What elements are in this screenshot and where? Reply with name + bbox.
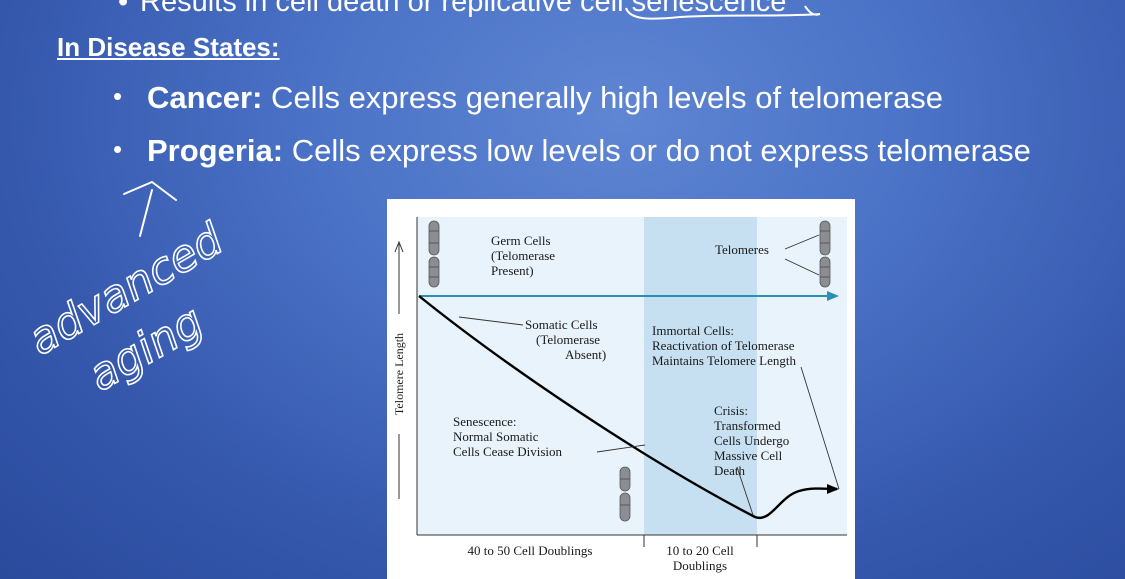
somatic-label-1: Somatic Cells (525, 317, 598, 332)
telomere-diagram: Telomere Length (387, 199, 855, 579)
telomere-figure: Telomere Length (387, 199, 855, 579)
bullet-dot: • (118, 0, 129, 18)
telomeres-label: Telomeres (715, 242, 769, 257)
immortal-label-2: Reactivation of Telomerase (652, 338, 795, 353)
x-label-doublings-2b: Doublings (673, 558, 727, 573)
senescence-label-1: Senescence: (453, 414, 517, 429)
senescence-label-3: Cells Cease Division (453, 444, 563, 459)
germ-label-1: Germ Cells (491, 233, 551, 248)
bullet-term: Cancer: (147, 80, 263, 115)
x-label-doublings-1: 40 to 50 Cell Doublings (468, 543, 593, 558)
y-axis-label: Telomere Length (392, 333, 406, 415)
bullet-progeria: • Progeria: Cells express low levels or d… (113, 133, 1031, 169)
bullet-text: Cells express generally high levels of t… (262, 80, 944, 115)
cutoff-bullet: • Results in cell death or replicative ce… (118, 0, 786, 19)
plot-panel (417, 217, 847, 535)
crisis-label-5: Death (714, 463, 746, 478)
underline-annotation (625, 5, 821, 20)
telomere-curve (418, 295, 838, 520)
bullet-text: Cells express low levels or do not expre… (283, 133, 1031, 168)
handwritten-annotation: advanced aging (19, 180, 233, 402)
hand-arrow-shaft (139, 189, 153, 237)
germ-label-3: Present) (491, 263, 534, 278)
chromosome-icon-germ (428, 220, 440, 288)
crisis-label-3: Cells Undergo (714, 433, 789, 448)
x-label-doublings-2a: 10 to 20 Cell (666, 543, 734, 558)
immortal-label-1: Immortal Cells: (652, 323, 734, 338)
germ-label-2: (Telomerase (491, 248, 555, 263)
cutoff-bullet-text: Results in cell death or replicative cel… (140, 0, 787, 18)
crisis-label-2: Transformed (714, 418, 781, 433)
disease-states-heading: In Disease States: (57, 32, 280, 62)
immortal-label-3: Maintains Telomere Length (652, 353, 796, 368)
senescence-label-2: Normal Somatic (453, 429, 539, 444)
crisis-label-4: Massive Cell (714, 448, 783, 463)
hand-arrow-head (123, 180, 177, 201)
bullet-term: Progeria: (147, 133, 284, 168)
somatic-label-2: (Telomerase (536, 332, 600, 347)
bullet-dot: • (113, 134, 123, 164)
chromosome-icon-immortal (819, 220, 831, 288)
crisis-label-1: Crisis: (714, 403, 748, 418)
shaded-band (644, 217, 757, 535)
chromosome-icon-senescent (619, 466, 631, 522)
bullet-dot: • (113, 81, 123, 111)
bullet-cancer: • Cancer: Cells express generally high le… (113, 80, 943, 116)
somatic-label-3: Absent) (565, 347, 606, 362)
